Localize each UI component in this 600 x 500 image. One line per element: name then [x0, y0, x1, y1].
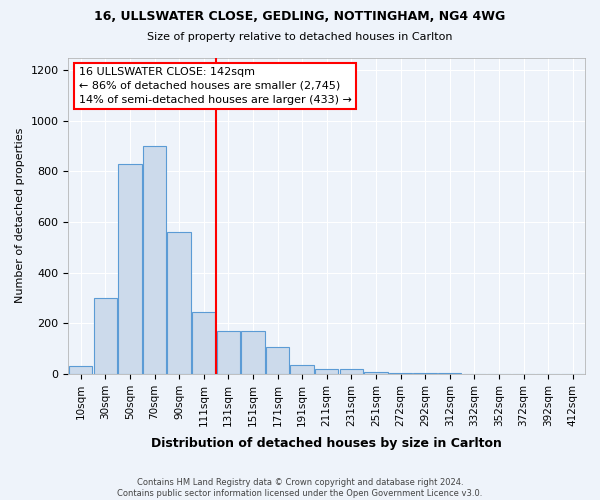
- Bar: [413, 373, 437, 374]
- Bar: [389, 373, 412, 374]
- Bar: [266, 348, 289, 374]
- Bar: [167, 232, 191, 374]
- Bar: [94, 298, 117, 374]
- Bar: [192, 312, 215, 374]
- Bar: [118, 164, 142, 374]
- Y-axis label: Number of detached properties: Number of detached properties: [15, 128, 25, 304]
- Bar: [364, 372, 388, 374]
- Text: 16, ULLSWATER CLOSE, GEDLING, NOTTINGHAM, NG4 4WG: 16, ULLSWATER CLOSE, GEDLING, NOTTINGHAM…: [94, 10, 506, 23]
- Bar: [69, 366, 92, 374]
- Bar: [143, 146, 166, 374]
- Bar: [241, 331, 265, 374]
- Bar: [340, 369, 363, 374]
- Text: Contains HM Land Registry data © Crown copyright and database right 2024.
Contai: Contains HM Land Registry data © Crown c…: [118, 478, 482, 498]
- Bar: [315, 369, 338, 374]
- Text: 16 ULLSWATER CLOSE: 142sqm
← 86% of detached houses are smaller (2,745)
14% of s: 16 ULLSWATER CLOSE: 142sqm ← 86% of deta…: [79, 67, 352, 105]
- Text: Size of property relative to detached houses in Carlton: Size of property relative to detached ho…: [147, 32, 453, 42]
- Bar: [217, 331, 240, 374]
- X-axis label: Distribution of detached houses by size in Carlton: Distribution of detached houses by size …: [151, 437, 502, 450]
- Bar: [290, 365, 314, 374]
